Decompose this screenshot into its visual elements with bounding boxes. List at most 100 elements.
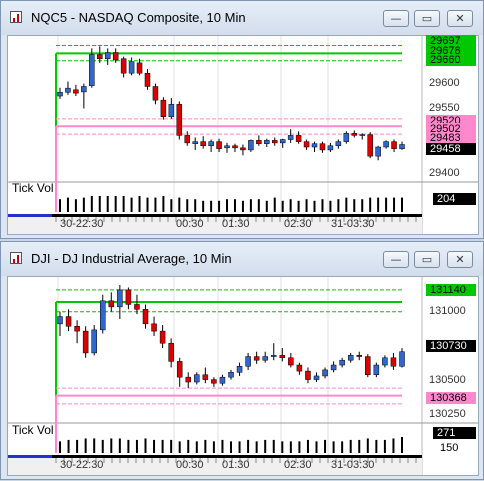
candle-body xyxy=(373,364,380,375)
candle-body xyxy=(319,143,326,151)
x-axis-label: 01:30 xyxy=(222,218,250,230)
candle-body xyxy=(224,145,230,149)
candle-body xyxy=(136,62,143,74)
window-title: NQC5 - NASDAQ Composite, 10 Min xyxy=(31,10,246,25)
candle-body xyxy=(185,376,191,383)
title-bar[interactable]: NQC5 - NASDAQ Composite, 10 Min — ▭ ✕ xyxy=(1,1,483,35)
time-scale-bar xyxy=(8,455,422,458)
candle-body xyxy=(192,141,198,144)
candle-body xyxy=(383,141,389,148)
candle-body xyxy=(245,356,251,367)
candle-body xyxy=(271,355,277,357)
candle-body xyxy=(159,330,166,344)
x-axis-label: 31-03:30 xyxy=(331,218,375,230)
candle-body xyxy=(151,323,157,332)
candle-body xyxy=(57,92,63,97)
time-scale-bar xyxy=(8,214,422,217)
candle-body xyxy=(271,140,278,144)
time-scale-highlight xyxy=(8,455,52,458)
candle-body xyxy=(176,361,183,378)
candle-body xyxy=(375,146,381,157)
candlestick-chart[interactable] xyxy=(8,277,478,475)
minimize-button[interactable]: — xyxy=(383,251,409,268)
x-axis-label: 02:30 xyxy=(284,218,312,230)
candle-body xyxy=(160,99,167,118)
price-chart[interactable]: 29600 29550 29500 29450 29400 29697 2967… xyxy=(7,35,479,235)
candle-body xyxy=(208,141,214,147)
candle-body xyxy=(184,135,191,144)
candle-body xyxy=(382,357,388,366)
candle-body xyxy=(65,316,72,327)
candle-body xyxy=(82,330,89,354)
y-axis-label: 131000 xyxy=(429,305,466,317)
price-chart[interactable]: 131000 130500 130250 131140 130730 13036… xyxy=(7,276,479,476)
y-axis-label: 29550 xyxy=(429,102,460,114)
price-tag: 29697 xyxy=(426,35,476,47)
candle-body xyxy=(211,379,217,384)
volume-scale-label: 150 xyxy=(440,442,459,454)
minimize-button[interactable]: — xyxy=(383,10,409,27)
candle-body xyxy=(200,141,206,147)
candle-body xyxy=(399,144,405,149)
candle-body xyxy=(104,52,111,59)
candle-body xyxy=(228,372,234,378)
title-bar[interactable]: DJI - DJ Industrial Average, 10 Min — ▭ … xyxy=(1,242,483,276)
candle-body xyxy=(152,86,159,101)
candle-body xyxy=(279,139,286,144)
candle-body xyxy=(168,342,174,362)
y-axis-label: 29600 xyxy=(429,77,460,89)
x-axis-label: 01:30 xyxy=(222,459,250,471)
window-title: DJI - DJ Industrial Average, 10 Min xyxy=(31,251,232,266)
candle-body xyxy=(108,300,115,308)
candle-body xyxy=(367,134,373,157)
y-axis-label: 130500 xyxy=(429,374,466,386)
candle-body xyxy=(303,141,310,148)
candle-body xyxy=(288,357,294,366)
candle-body xyxy=(305,370,311,380)
candle-body xyxy=(248,140,254,151)
candle-body xyxy=(168,104,175,118)
candle-body xyxy=(330,364,337,371)
candle-body xyxy=(97,54,103,59)
y-axis-label: 29400 xyxy=(429,167,460,179)
x-axis-label: 02:30 xyxy=(284,459,312,471)
candle-body xyxy=(262,356,268,361)
candle-body xyxy=(359,134,365,136)
candle-body xyxy=(112,52,119,61)
price-tag: 130368 xyxy=(426,392,476,404)
price-tag: 131140 xyxy=(426,284,476,296)
candle-body xyxy=(240,147,246,151)
candle-body xyxy=(391,141,397,149)
candle-body xyxy=(176,104,183,136)
candle-body xyxy=(343,133,350,142)
candle-body xyxy=(73,89,79,94)
candle-body xyxy=(142,309,149,325)
candle-body xyxy=(89,54,95,86)
candle-body xyxy=(296,364,303,372)
x-axis-label: 31-03:30 xyxy=(331,459,375,471)
candle-body xyxy=(264,140,270,144)
price-tag: 29660 xyxy=(426,54,476,66)
candlestick-chart[interactable] xyxy=(8,36,478,234)
close-button[interactable]: ✕ xyxy=(447,251,473,268)
candle-body xyxy=(91,329,97,354)
candle-body xyxy=(356,355,362,357)
candle-body xyxy=(219,376,226,384)
maximize-button[interactable]: ▭ xyxy=(414,251,440,268)
candle-body xyxy=(57,316,63,325)
volume-panel-label: Tick Vol xyxy=(12,423,54,437)
candle-body xyxy=(322,369,328,377)
chart-app-icon[interactable] xyxy=(10,252,22,264)
chart-app-icon[interactable] xyxy=(10,11,22,23)
y-axis-label: 130250 xyxy=(429,408,466,420)
candle-body xyxy=(81,86,87,93)
candle-body xyxy=(134,304,140,310)
maximize-button[interactable]: ▭ xyxy=(414,10,440,27)
candle-body xyxy=(365,356,371,375)
candle-body xyxy=(128,61,135,74)
close-button[interactable]: ✕ xyxy=(447,10,473,27)
candle-body xyxy=(216,141,222,149)
last-price-tag: 130730 xyxy=(426,340,476,352)
last-price-tag: 29458 xyxy=(426,143,476,155)
candle-body xyxy=(399,351,405,367)
